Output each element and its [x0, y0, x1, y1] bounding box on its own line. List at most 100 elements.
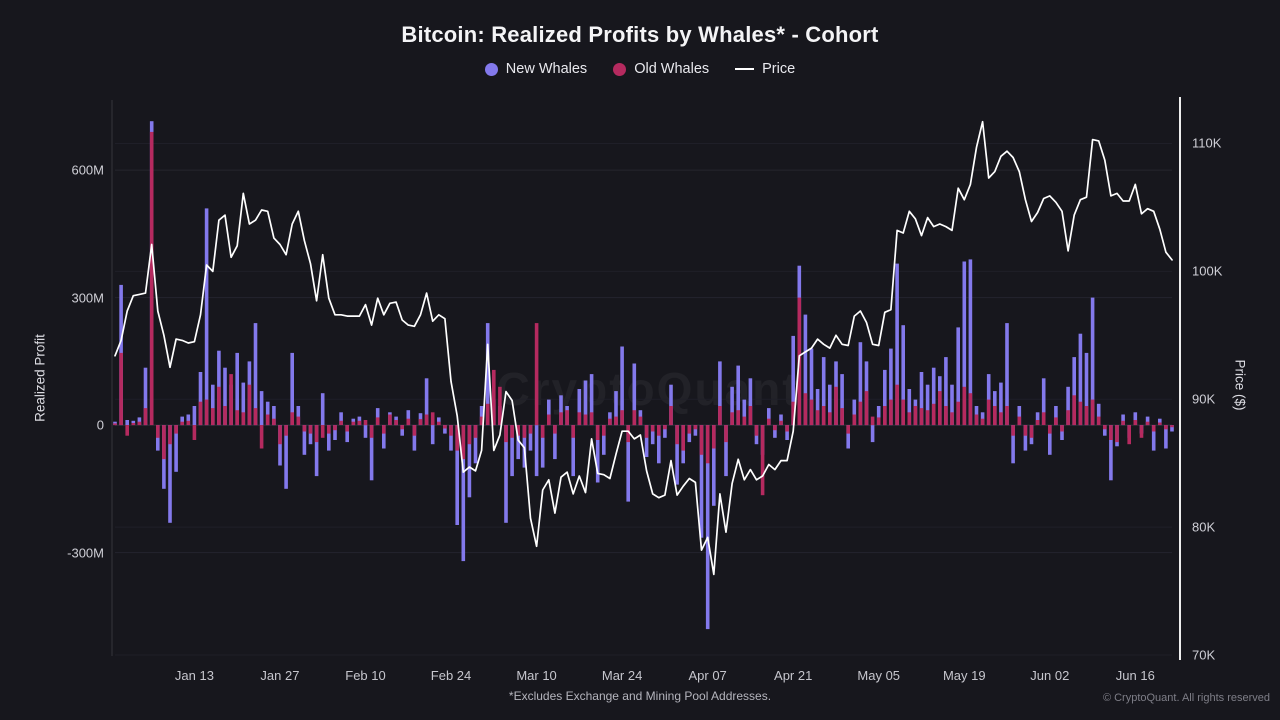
- bar-old-whales[interactable]: [314, 425, 319, 443]
- bar-new-whales[interactable]: [1054, 406, 1058, 426]
- bar-old-whales[interactable]: [198, 401, 203, 426]
- bar-new-whales[interactable]: [919, 372, 924, 426]
- bar-new-whales[interactable]: [1158, 418, 1162, 426]
- bar-old-whales[interactable]: [889, 399, 893, 426]
- bar-new-whales[interactable]: [724, 425, 728, 477]
- bar-new-whales[interactable]: [1096, 403, 1101, 425]
- bar-old-whales[interactable]: [540, 425, 545, 438]
- bar-old-whales[interactable]: [779, 420, 783, 425]
- bar-old-whales[interactable]: [748, 406, 753, 426]
- bar-new-whales[interactable]: [1133, 412, 1138, 425]
- bar-old-whales[interactable]: [1151, 425, 1156, 432]
- bar-old-whales[interactable]: [895, 384, 899, 426]
- bar-new-whales[interactable]: [858, 342, 863, 426]
- bar-old-whales[interactable]: [192, 425, 197, 440]
- bar-new-whales[interactable]: [204, 208, 209, 426]
- bar-new-whales[interactable]: [473, 425, 478, 464]
- bar-old-whales[interactable]: [510, 425, 514, 438]
- bar-old-whales[interactable]: [986, 399, 991, 426]
- bar-new-whales[interactable]: [669, 384, 673, 426]
- bar-old-whales[interactable]: [1133, 420, 1138, 426]
- bar-new-whales[interactable]: [748, 378, 753, 425]
- bar-old-whales[interactable]: [632, 410, 637, 426]
- bar-new-whales[interactable]: [901, 325, 905, 426]
- bar-old-whales[interactable]: [925, 410, 930, 426]
- bar-new-whales[interactable]: [870, 425, 875, 443]
- bar-new-whales[interactable]: [815, 389, 820, 426]
- bar-new-whales[interactable]: [1078, 333, 1083, 426]
- bar-old-whales[interactable]: [608, 418, 612, 426]
- legend-item-new-whales[interactable]: New Whales: [484, 61, 587, 77]
- bar-new-whales[interactable]: [168, 425, 172, 523]
- bar-new-whales[interactable]: [265, 401, 270, 426]
- legend-item-price[interactable]: Price: [735, 61, 795, 77]
- bar-old-whales[interactable]: [693, 425, 698, 430]
- bar-new-whales[interactable]: [889, 348, 893, 426]
- bar-old-whales[interactable]: [638, 416, 643, 426]
- bar-new-whales[interactable]: [516, 425, 520, 460]
- bar-old-whales[interactable]: [730, 412, 734, 425]
- bar-new-whales[interactable]: [504, 425, 508, 523]
- bar-new-whales[interactable]: [437, 417, 441, 425]
- bar-old-whales[interactable]: [455, 425, 459, 451]
- bar-old-whales[interactable]: [699, 425, 704, 455]
- bar-old-whales[interactable]: [492, 369, 496, 426]
- bar-old-whales[interactable]: [1029, 425, 1034, 438]
- bar-old-whales[interactable]: [461, 425, 466, 460]
- bar-old-whales[interactable]: [785, 425, 789, 432]
- bar-old-whales[interactable]: [956, 401, 960, 426]
- bar-old-whales[interactable]: [241, 412, 246, 425]
- bar-old-whales[interactable]: [400, 425, 404, 430]
- bar-new-whales[interactable]: [791, 335, 795, 426]
- bar-new-whales[interactable]: [644, 425, 649, 457]
- bar-new-whales[interactable]: [540, 425, 545, 468]
- bar-old-whales[interactable]: [363, 420, 368, 426]
- bar-old-whales[interactable]: [327, 425, 331, 434]
- bar-new-whales[interactable]: [461, 425, 466, 562]
- bar-new-whales[interactable]: [999, 382, 1003, 426]
- bar-new-whales[interactable]: [143, 367, 148, 426]
- bar-old-whales[interactable]: [186, 420, 191, 425]
- bar-old-whales[interactable]: [1035, 420, 1040, 426]
- bar-new-whales[interactable]: [345, 425, 349, 443]
- bar-old-whales[interactable]: [968, 393, 973, 426]
- bar-new-whales[interactable]: [1084, 352, 1089, 426]
- bar-old-whales[interactable]: [657, 425, 661, 436]
- bar-old-whales[interactable]: [1103, 425, 1107, 430]
- bar-old-whales[interactable]: [589, 412, 594, 425]
- bar-old-whales[interactable]: [302, 425, 307, 432]
- bar-old-whales[interactable]: [1170, 425, 1174, 428]
- bar-new-whales[interactable]: [895, 263, 899, 426]
- bar-old-whales[interactable]: [1023, 425, 1028, 436]
- bar-new-whales[interactable]: [693, 425, 698, 436]
- bar-new-whales[interactable]: [1023, 425, 1028, 451]
- bar-old-whales[interactable]: [974, 414, 979, 426]
- bar-old-whales[interactable]: [290, 412, 294, 425]
- bar-old-whales[interactable]: [1096, 416, 1101, 426]
- bar-new-whales[interactable]: [443, 425, 447, 434]
- bar-old-whales[interactable]: [485, 403, 490, 425]
- bar-old-whales[interactable]: [522, 425, 527, 438]
- bar-new-whales[interactable]: [449, 425, 453, 451]
- bar-old-whales[interactable]: [803, 393, 808, 426]
- bar-old-whales[interactable]: [919, 408, 924, 426]
- bar-new-whales[interactable]: [369, 425, 374, 481]
- bar-new-whales[interactable]: [186, 414, 191, 426]
- bar-new-whales[interactable]: [528, 425, 533, 451]
- bar-new-whales[interactable]: [479, 406, 484, 426]
- bar-old-whales[interactable]: [467, 425, 472, 445]
- bar-new-whales[interactable]: [577, 389, 582, 426]
- bar-old-whales[interactable]: [382, 425, 386, 434]
- bar-old-whales[interactable]: [449, 425, 453, 436]
- bar-old-whales[interactable]: [119, 352, 123, 426]
- bar-old-whales[interactable]: [858, 401, 863, 426]
- bar-new-whales[interactable]: [1017, 406, 1022, 426]
- bar-old-whales[interactable]: [351, 421, 356, 426]
- bar-old-whales[interactable]: [516, 425, 520, 436]
- bar-new-whales[interactable]: [712, 425, 716, 506]
- bar-old-whales[interactable]: [846, 425, 850, 434]
- bar-new-whales[interactable]: [699, 425, 704, 538]
- bar-old-whales[interactable]: [754, 425, 759, 436]
- bar-old-whales[interactable]: [626, 425, 630, 443]
- bar-new-whales[interactable]: [1121, 414, 1125, 426]
